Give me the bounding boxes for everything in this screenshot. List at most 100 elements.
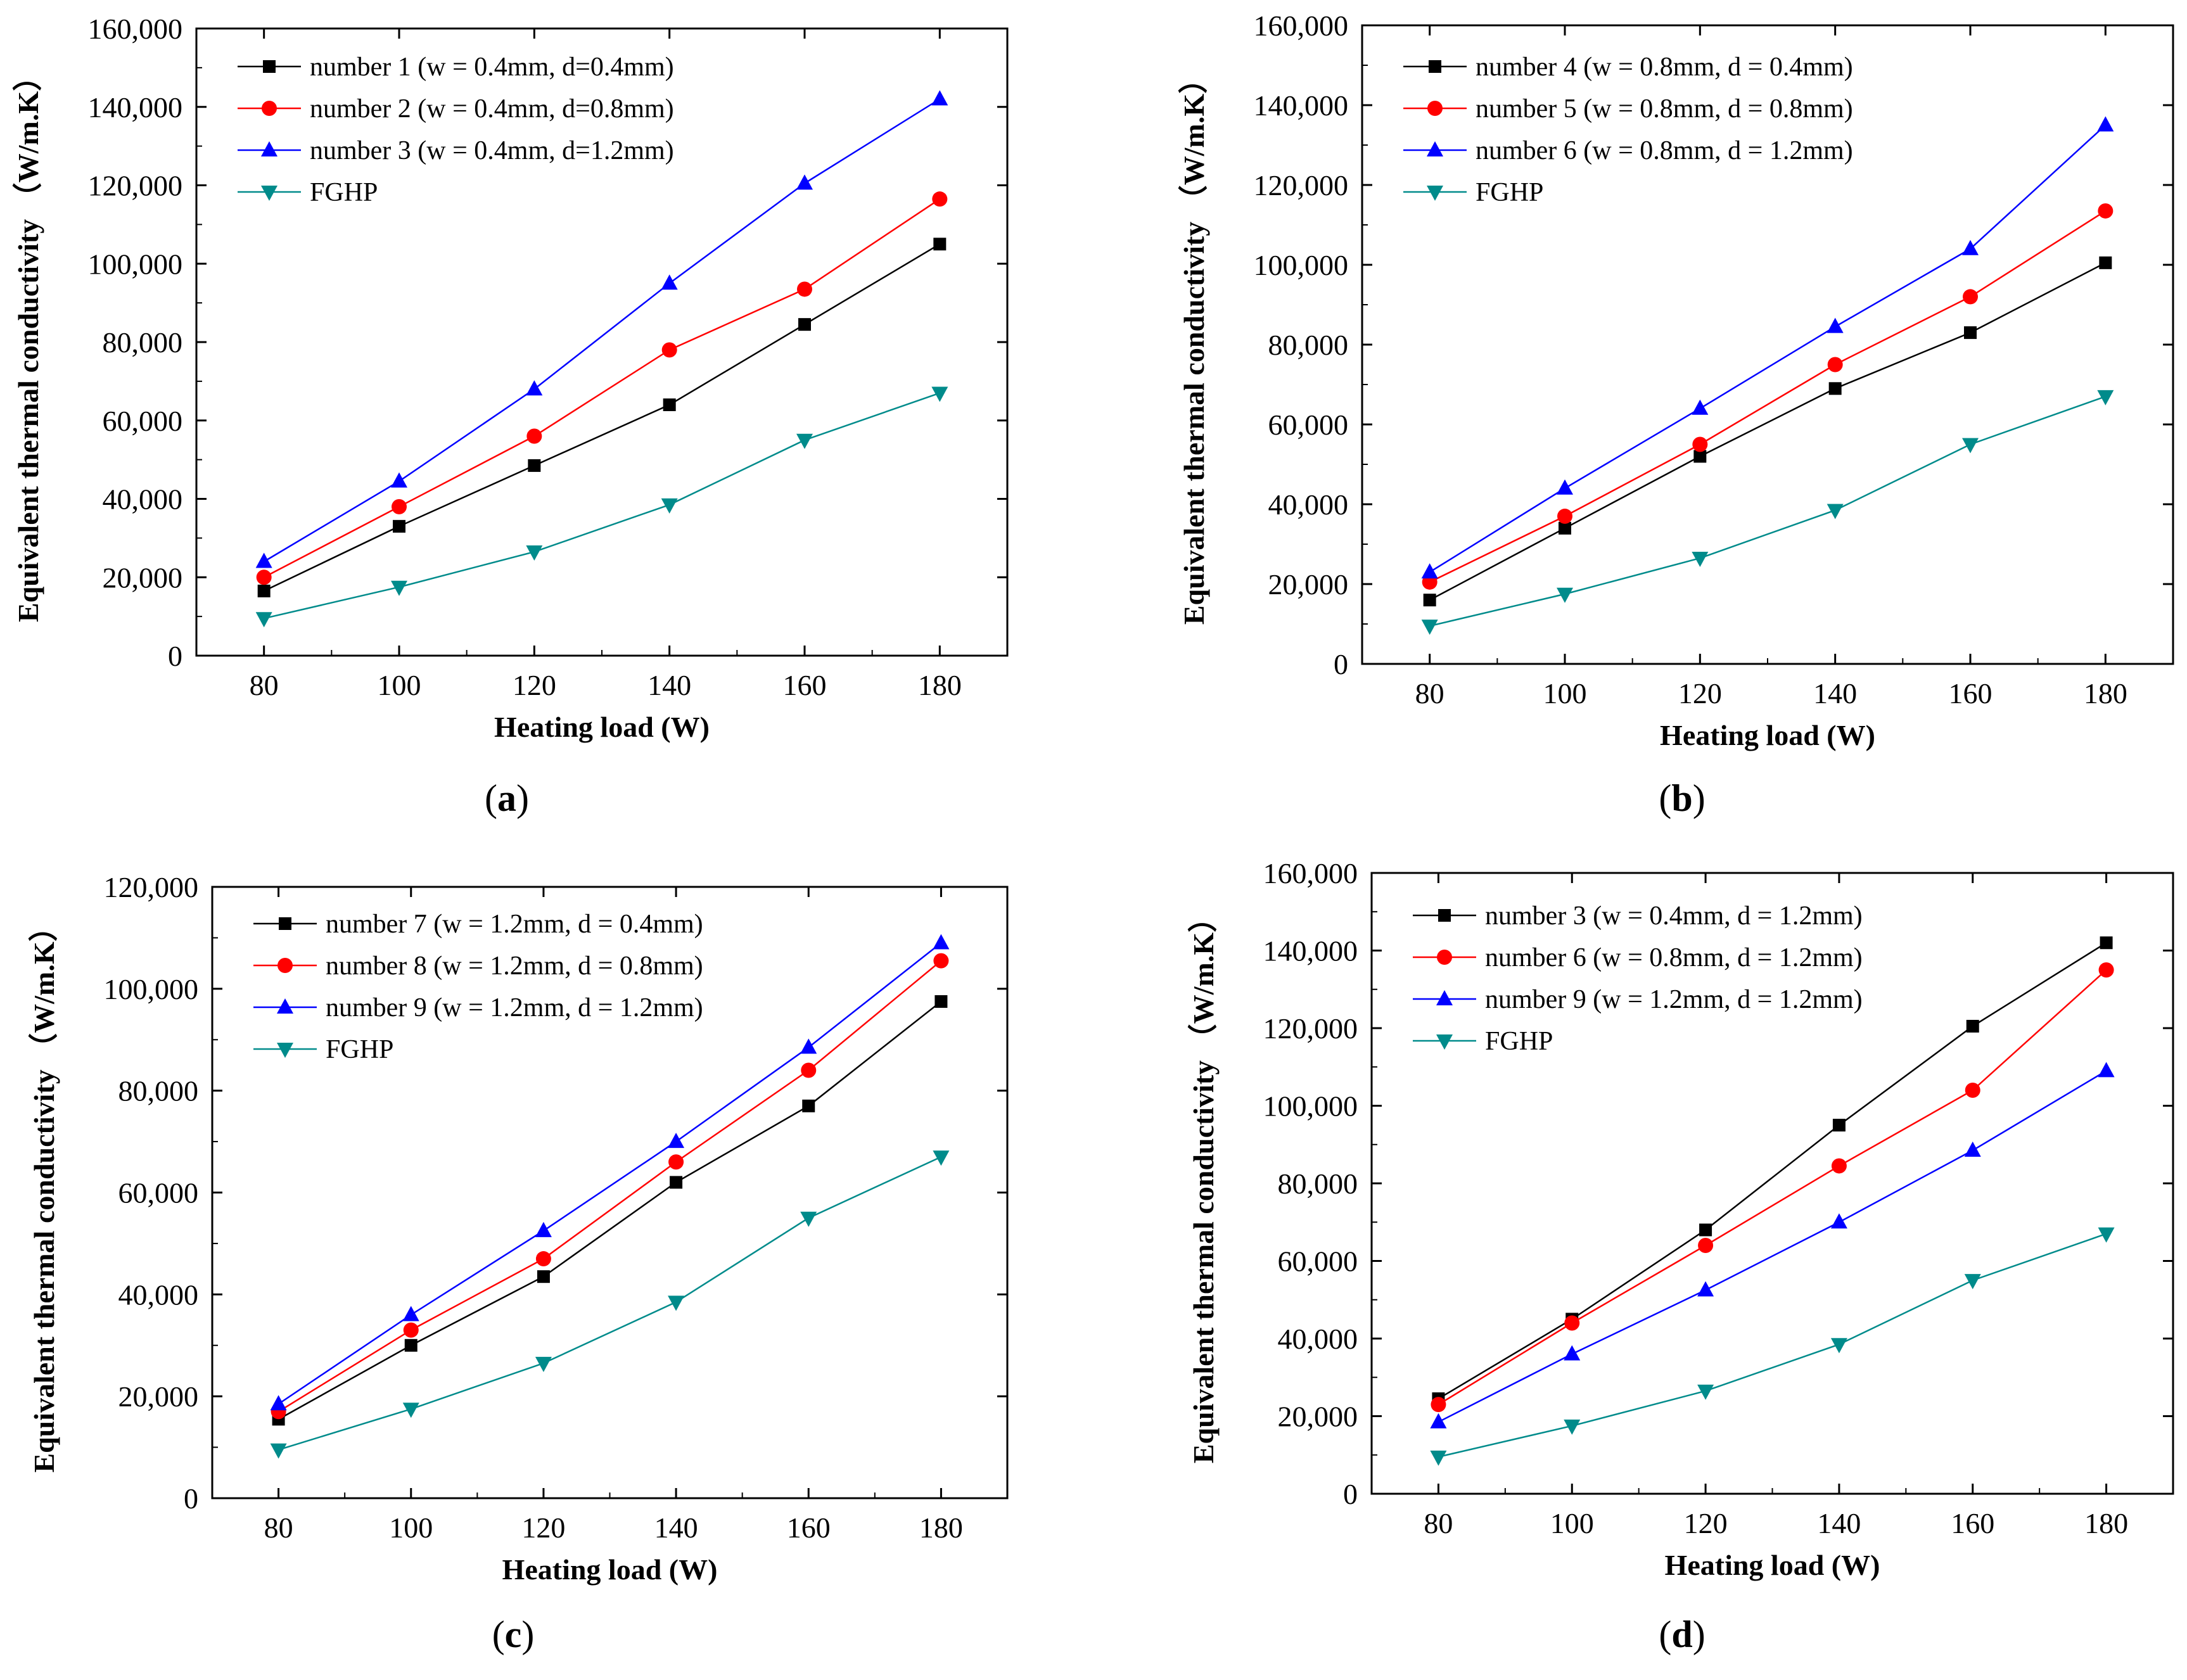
- data-point: [1827, 317, 1844, 333]
- y-tick-label: 140,000: [1263, 935, 1358, 967]
- legend-marker: [261, 141, 277, 156]
- x-tick-label: 120: [521, 1511, 565, 1544]
- x-tick-label: 140: [647, 669, 691, 701]
- caption-letter: a: [497, 777, 516, 819]
- x-tick-label: 100: [1550, 1507, 1594, 1539]
- data-point: [1692, 436, 1708, 452]
- data-point: [402, 1306, 419, 1321]
- data-point: [2098, 1227, 2115, 1243]
- x-tick-label: 80: [1424, 1507, 1453, 1539]
- data-point: [2100, 936, 2113, 950]
- y-tick-label: 160,000: [1254, 10, 1349, 42]
- legend: number 3 (w = 0.4mm, d = 1.2mm) number 6 …: [1413, 901, 1863, 1056]
- data-point: [1557, 508, 1572, 524]
- legend-marker: [277, 1043, 293, 1058]
- data-point: [1828, 382, 1842, 395]
- data-point: [526, 545, 543, 561]
- series-3: [270, 934, 950, 1411]
- series-line: [264, 98, 940, 563]
- caption-close-paren: ): [1693, 1613, 1706, 1655]
- legend: number 7 (w = 1.2mm, d = 0.4mm) number 8 …: [253, 910, 703, 1064]
- data-point: [661, 498, 678, 514]
- legend-label: number 7 (w = 1.2mm, d = 0.4mm): [326, 910, 703, 939]
- y-axis-label: Equivalent thermal conductivity （W/m.K）: [12, 62, 44, 622]
- legend-marker: [263, 60, 276, 73]
- panel-caption: (c): [492, 1613, 535, 1655]
- series-line: [1438, 1070, 2107, 1423]
- data-point: [255, 552, 272, 568]
- data-point: [2097, 116, 2114, 132]
- data-point: [1965, 1083, 1980, 1098]
- x-tick-label: 80: [264, 1511, 293, 1544]
- x-axis-label: Heating load (W): [502, 1553, 718, 1586]
- data-point: [1831, 1158, 1847, 1174]
- data-point: [526, 380, 543, 396]
- data-point: [661, 274, 678, 290]
- y-tick-label: 20,000: [1268, 568, 1349, 601]
- data-point: [1564, 1419, 1581, 1435]
- x-tick-label: 140: [1813, 677, 1857, 710]
- data-point: [1697, 1384, 1714, 1400]
- x-tick-label: 80: [1415, 677, 1444, 710]
- data-point: [670, 1176, 683, 1189]
- data-point: [2099, 256, 2112, 269]
- legend-label: number 9 (w = 1.2mm, d = 1.2mm): [1485, 985, 1863, 1014]
- caption-open-paren: (: [492, 1613, 505, 1655]
- series-4: [1430, 1227, 2115, 1466]
- series-1: [1423, 256, 2112, 607]
- legend-label: number 3 (w = 0.4mm, d = 1.2mm): [1485, 901, 1863, 931]
- x-tick-label: 80: [250, 669, 279, 701]
- data-point: [1692, 552, 1709, 568]
- data-point: [1832, 1119, 1846, 1132]
- data-point: [1564, 1345, 1581, 1361]
- data-point: [1827, 504, 1844, 519]
- chart-panel-a: 80 100 120 140 160 180 0 20,000 40,000 60,000 80,0…: [12, 13, 1009, 819]
- data-point: [1693, 450, 1707, 463]
- legend-label: FGHP: [310, 178, 378, 207]
- data-point: [1430, 1450, 1447, 1466]
- y-tick-label: 40,000: [118, 1278, 199, 1311]
- series-2: [256, 191, 948, 585]
- data-point: [535, 1356, 552, 1372]
- caption-open-paren: (: [1659, 777, 1671, 819]
- legend-label: FGHP: [1485, 1027, 1553, 1056]
- data-point: [933, 953, 949, 969]
- x-tick-label: 180: [918, 669, 962, 701]
- data-point: [1423, 594, 1436, 607]
- data-point: [1557, 587, 1573, 603]
- data-point: [1431, 1397, 1446, 1413]
- data-point: [1830, 1213, 1847, 1229]
- y-tick-label: 60,000: [118, 1177, 199, 1209]
- data-point: [661, 342, 677, 358]
- data-point: [933, 238, 947, 251]
- y-tick-label: 120,000: [104, 871, 199, 903]
- data-point: [1964, 1141, 1981, 1157]
- y-tick-label: 140,000: [88, 91, 183, 124]
- legend-label: number 2 (w = 0.4mm, d=0.8mm): [310, 94, 674, 124]
- data-point: [402, 1403, 419, 1418]
- y-tick-label: 80,000: [1278, 1168, 1358, 1200]
- x-tick-label: 180: [2084, 677, 2127, 710]
- y-tick-label: 60,000: [103, 405, 183, 437]
- legend-marker: [279, 917, 291, 930]
- data-point: [934, 995, 948, 1008]
- x-tick-label: 160: [1951, 1507, 1994, 1539]
- series-line: [264, 243, 940, 592]
- series-line: [278, 1156, 941, 1451]
- legend-marker: [1427, 186, 1443, 201]
- y-tick-label: 100,000: [104, 973, 199, 1005]
- legend-marker: [1437, 950, 1452, 965]
- y-tick-label: 0: [1334, 648, 1348, 680]
- series-2: [1431, 962, 2114, 1413]
- legend: number 4 (w = 0.8mm, d = 0.4mm) number 5 …: [1403, 53, 1853, 207]
- data-point: [537, 1270, 550, 1283]
- x-tick-label: 180: [919, 1511, 963, 1544]
- series-line: [1429, 124, 2107, 573]
- legend: number 1 (w = 0.4mm, d=0.4mm) number 2 (w…: [238, 53, 674, 207]
- x-axis-label: Heating load (W): [1660, 719, 1875, 751]
- data-point: [1697, 1281, 1714, 1297]
- legend-label: FGHP: [1476, 178, 1543, 207]
- series-4: [255, 386, 948, 628]
- y-tick-label: 100,000: [1254, 249, 1349, 281]
- data-point: [1699, 1223, 1712, 1237]
